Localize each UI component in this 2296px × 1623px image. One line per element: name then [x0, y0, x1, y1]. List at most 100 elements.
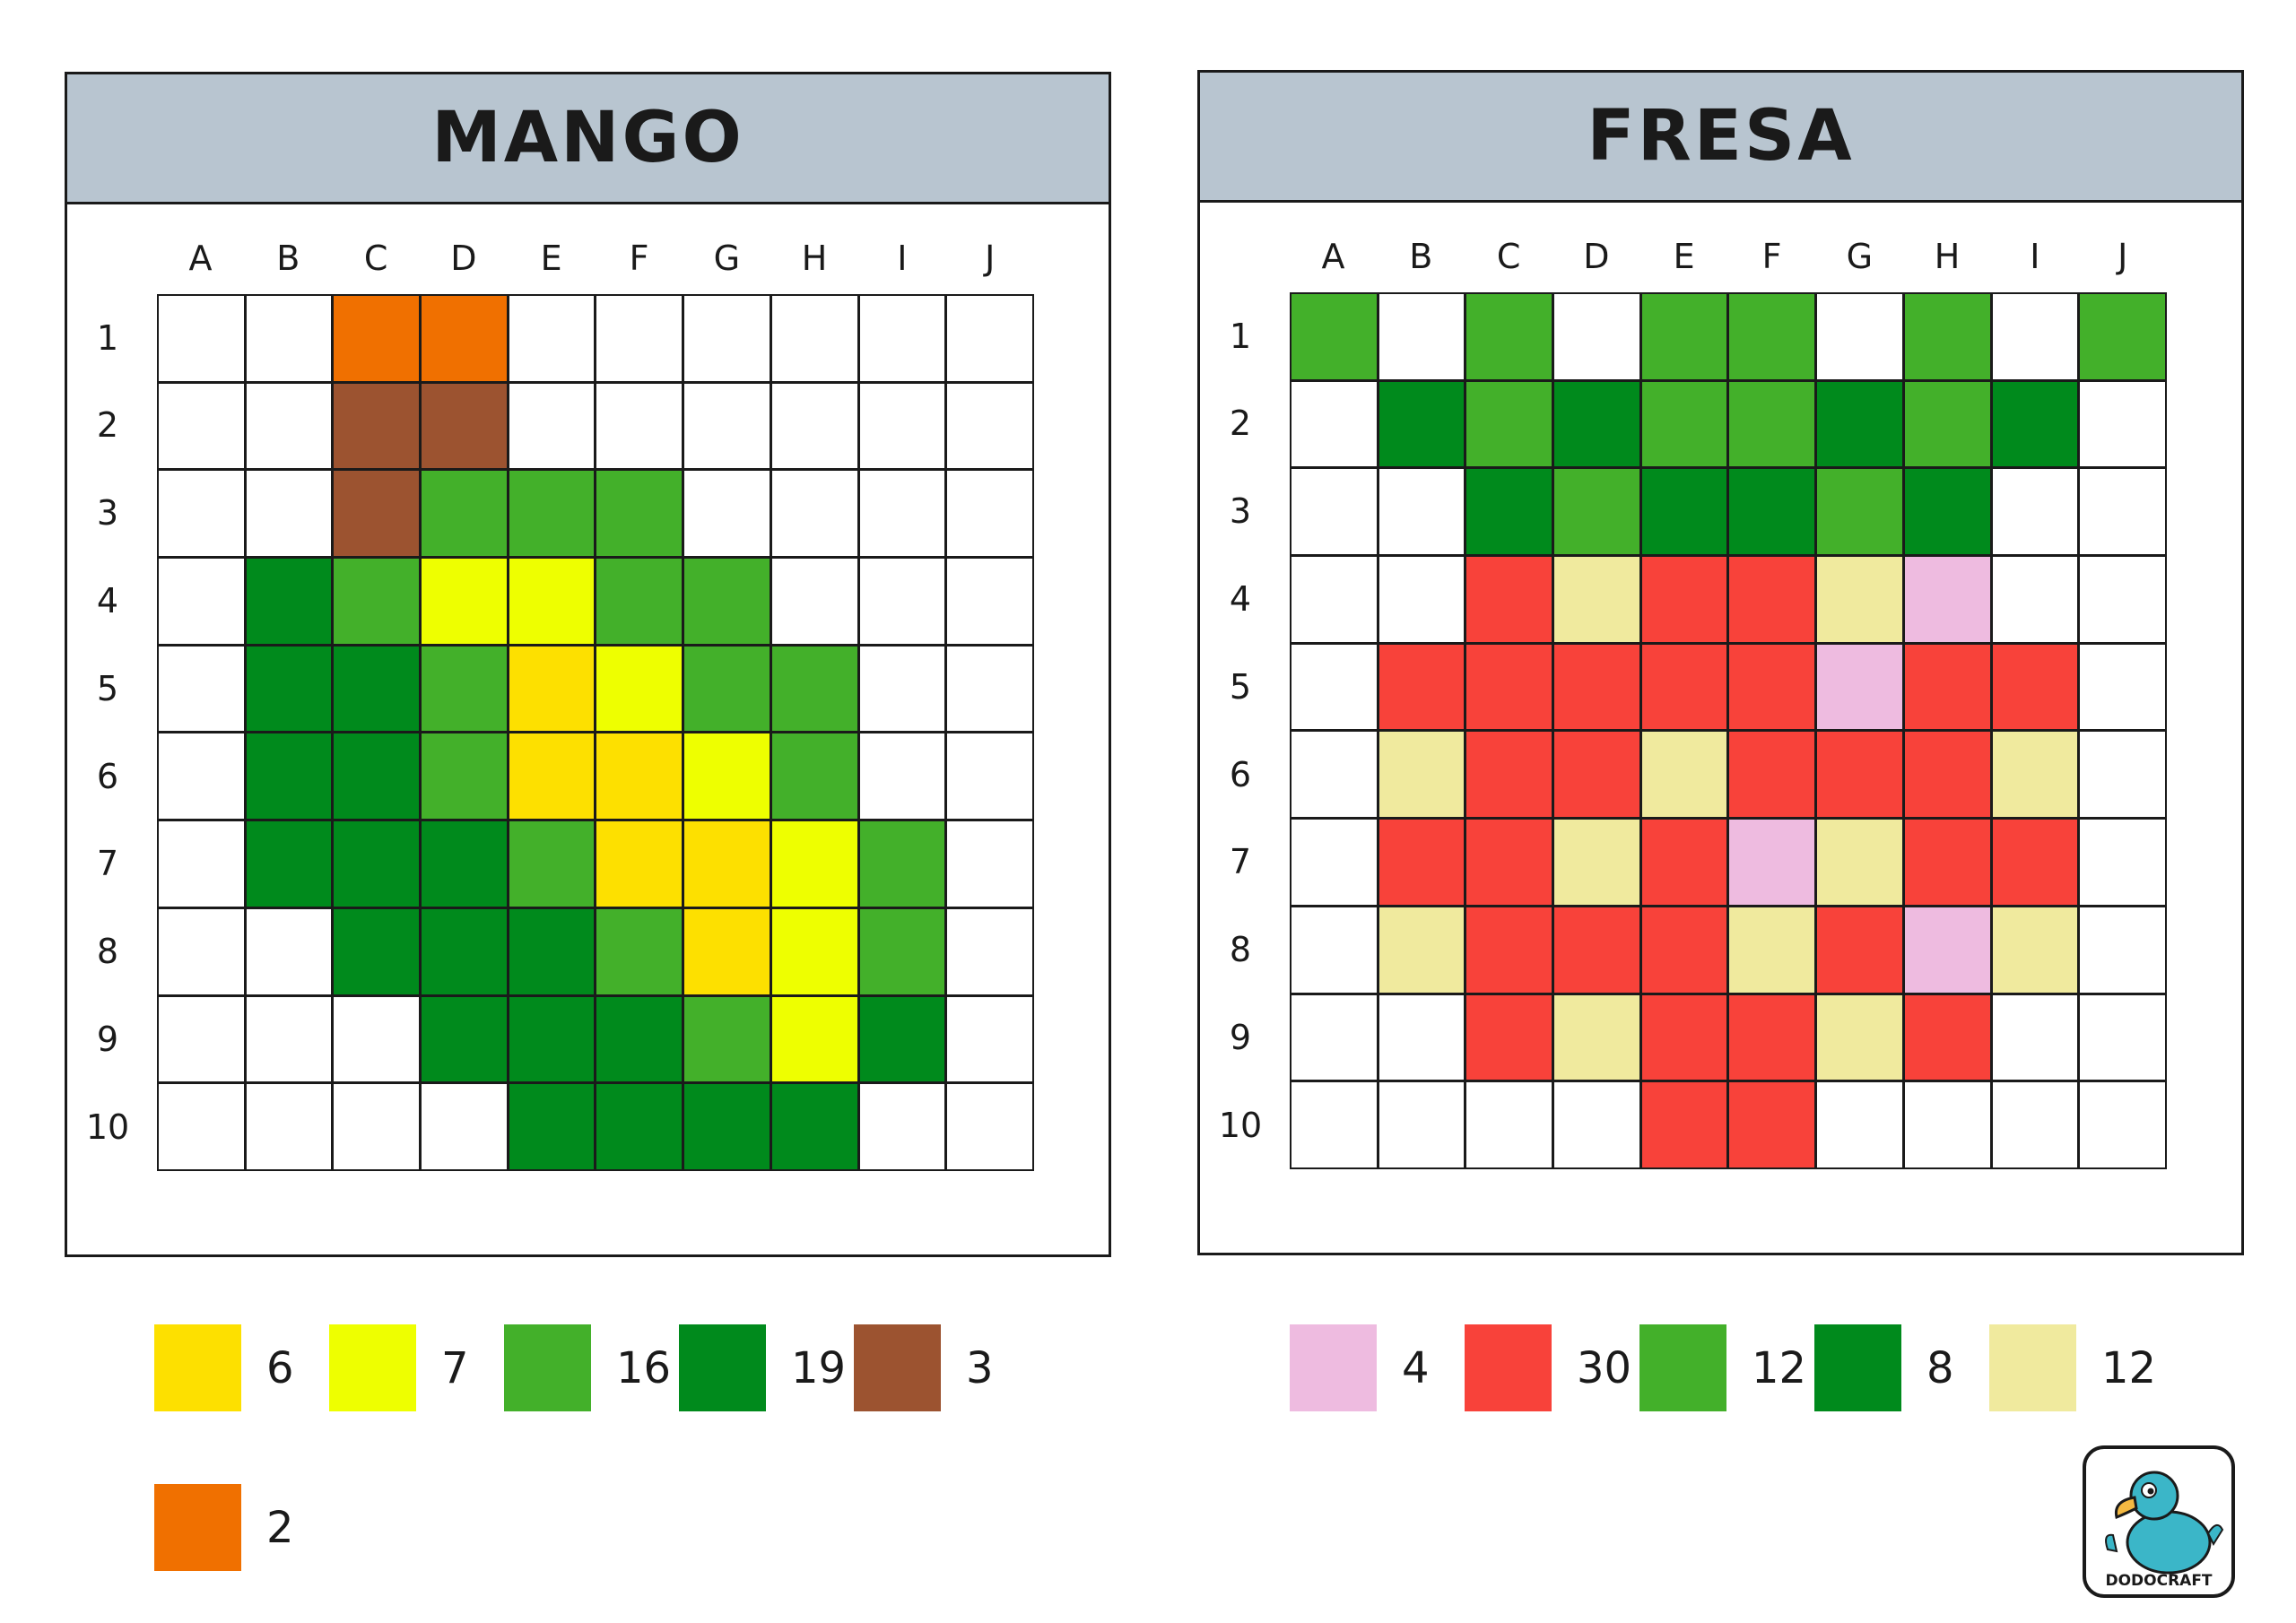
grid-cell-H4[interactable]: [1904, 557, 1990, 642]
grid-cell-J7[interactable]: [947, 821, 1032, 907]
grid-cell-A1[interactable]: [159, 296, 244, 381]
grid-cell-I3[interactable]: [859, 471, 945, 557]
grid-cell-F4[interactable]: [596, 559, 683, 644]
grid-cell-J8[interactable]: [947, 908, 1032, 994]
grid-cell-E5[interactable]: [509, 646, 595, 732]
grid-cell-F6[interactable]: [1729, 732, 1815, 818]
grid-cell-I1[interactable]: [859, 296, 945, 381]
grid-cell-D2[interactable]: [422, 383, 507, 469]
grid-cell-B10[interactable]: [1378, 1082, 1465, 1167]
grid-cell-E2[interactable]: [1641, 381, 1727, 467]
grid-cell-D4[interactable]: [422, 559, 507, 644]
grid-cell-G4[interactable]: [684, 559, 770, 644]
grid-cell-C3[interactable]: [1466, 469, 1552, 555]
grid-cell-A2[interactable]: [1292, 381, 1377, 467]
grid-cell-H9[interactable]: [771, 996, 857, 1082]
grid-cell-J5[interactable]: [947, 646, 1032, 732]
grid-cell-G7[interactable]: [684, 821, 770, 907]
legend-swatch[interactable]: [504, 1324, 591, 1411]
grid-cell-I5[interactable]: [1992, 644, 2078, 730]
grid-cell-E9[interactable]: [509, 996, 595, 1082]
grid-cell-H6[interactable]: [1904, 732, 1990, 818]
grid-cell-G6[interactable]: [684, 733, 770, 820]
grid-cell-F10[interactable]: [596, 1084, 683, 1169]
grid-cell-I2[interactable]: [859, 383, 945, 469]
grid-cell-C6[interactable]: [1466, 732, 1552, 818]
grid-cell-E6[interactable]: [1641, 732, 1727, 818]
grid-cell-C7[interactable]: [1466, 820, 1552, 905]
grid-cell-D8[interactable]: [422, 908, 507, 994]
legend-swatch[interactable]: [1814, 1324, 1901, 1411]
grid-cell-A9[interactable]: [1292, 994, 1377, 1081]
grid-cell-G8[interactable]: [1817, 907, 1902, 993]
grid-cell-B6[interactable]: [246, 733, 332, 820]
grid-cell-D4[interactable]: [1554, 557, 1639, 642]
grid-cell-J7[interactable]: [2080, 820, 2165, 905]
grid-cell-C9[interactable]: [1466, 994, 1552, 1081]
grid-cell-G3[interactable]: [684, 471, 770, 557]
grid-cell-E1[interactable]: [509, 296, 595, 381]
grid-cell-H10[interactable]: [771, 1084, 857, 1169]
grid-cell-B1[interactable]: [246, 296, 332, 381]
grid-cell-F7[interactable]: [1729, 820, 1815, 905]
legend-swatch[interactable]: [154, 1484, 241, 1571]
grid-cell-I7[interactable]: [1992, 820, 2078, 905]
grid-cell-H5[interactable]: [771, 646, 857, 732]
grid-cell-F10[interactable]: [1729, 1082, 1815, 1167]
grid-cell-D3[interactable]: [1554, 469, 1639, 555]
grid-cell-I8[interactable]: [1992, 907, 2078, 993]
grid-cell-I2[interactable]: [1992, 381, 2078, 467]
grid-cell-G1[interactable]: [1817, 294, 1902, 379]
grid-cell-G2[interactable]: [1817, 381, 1902, 467]
grid-cell-E8[interactable]: [509, 908, 595, 994]
grid-cell-A5[interactable]: [1292, 644, 1377, 730]
grid-cell-D9[interactable]: [1554, 994, 1639, 1081]
grid-cell-E1[interactable]: [1641, 294, 1727, 379]
grid-cell-B5[interactable]: [246, 646, 332, 732]
grid-cell-A6[interactable]: [1292, 732, 1377, 818]
grid-cell-A3[interactable]: [159, 471, 244, 557]
grid-cell-C9[interactable]: [334, 996, 420, 1082]
grid-cell-A4[interactable]: [159, 559, 244, 644]
grid-cell-G9[interactable]: [684, 996, 770, 1082]
grid-cell-I7[interactable]: [859, 821, 945, 907]
grid-cell-B1[interactable]: [1378, 294, 1465, 379]
grid-cell-C5[interactable]: [334, 646, 420, 732]
grid-cell-I6[interactable]: [1992, 732, 2078, 818]
grid-cell-I10[interactable]: [859, 1084, 945, 1169]
grid-cell-H10[interactable]: [1904, 1082, 1990, 1167]
grid-cell-B10[interactable]: [246, 1084, 332, 1169]
grid-cell-G7[interactable]: [1817, 820, 1902, 905]
grid-cell-G3[interactable]: [1817, 469, 1902, 555]
grid-cell-G1[interactable]: [684, 296, 770, 381]
grid-cell-D8[interactable]: [1554, 907, 1639, 993]
grid-cell-A8[interactable]: [159, 908, 244, 994]
grid-cell-H9[interactable]: [1904, 994, 1990, 1081]
grid-cell-A10[interactable]: [159, 1084, 244, 1169]
grid-cell-A3[interactable]: [1292, 469, 1377, 555]
grid-cell-B8[interactable]: [1378, 907, 1465, 993]
grid-cell-I5[interactable]: [859, 646, 945, 732]
grid-cell-D7[interactable]: [422, 821, 507, 907]
grid-cell-H8[interactable]: [771, 908, 857, 994]
grid-cell-J6[interactable]: [2080, 732, 2165, 818]
grid-cell-D9[interactable]: [422, 996, 507, 1082]
grid-cell-D7[interactable]: [1554, 820, 1639, 905]
grid-cell-J10[interactable]: [947, 1084, 1032, 1169]
grid-cell-I6[interactable]: [859, 733, 945, 820]
grid-cell-H7[interactable]: [1904, 820, 1990, 905]
grid-cell-A8[interactable]: [1292, 907, 1377, 993]
grid-cell-H7[interactable]: [771, 821, 857, 907]
grid-cell-B8[interactable]: [246, 908, 332, 994]
grid-cell-I9[interactable]: [1992, 994, 2078, 1081]
legend-swatch[interactable]: [329, 1324, 416, 1411]
grid-cell-G10[interactable]: [684, 1084, 770, 1169]
grid-cell-B2[interactable]: [246, 383, 332, 469]
grid-cell-I8[interactable]: [859, 908, 945, 994]
grid-cell-B7[interactable]: [1378, 820, 1465, 905]
grid-cell-E2[interactable]: [509, 383, 595, 469]
grid-cell-J3[interactable]: [947, 471, 1032, 557]
grid-cell-J9[interactable]: [2080, 994, 2165, 1081]
grid-cell-H8[interactable]: [1904, 907, 1990, 993]
grid-cell-J6[interactable]: [947, 733, 1032, 820]
